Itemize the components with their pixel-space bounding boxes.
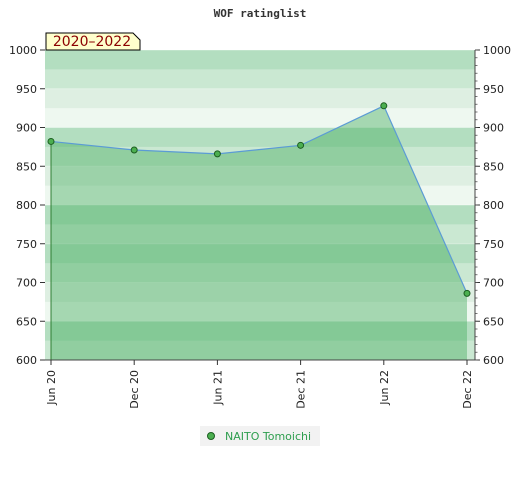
y-tick-label-right: 900 [483,122,504,135]
background-band [45,301,475,322]
date-range-badge: 2020–2022 [45,32,141,51]
series-area [50,104,468,360]
legend[interactable]: NAITO Tomoichi [200,426,320,446]
y-axis-left: 600 650 700 750 800 850 900 950 1000 [9,44,45,367]
background-band [45,224,475,245]
x-tick-label: Jun 21 [211,370,224,406]
background-band [45,108,475,128]
background-band [45,185,475,206]
chart-title: WOF ratinglist [214,7,307,20]
data-point [463,289,471,297]
y-tick-label-right: 750 [483,238,504,251]
background-band [45,88,475,109]
x-tick-label: Dec 20 [128,370,141,409]
data-point [380,102,388,110]
background-band [45,127,475,148]
background-band [45,146,475,167]
background-band [45,243,475,264]
data-point [47,137,55,145]
background-band [45,205,475,225]
y-tick-label-left: 750 [16,238,37,251]
y-tick-label-left: 600 [16,354,37,367]
y-tick-label-left: 650 [16,315,37,328]
x-tick-label: Jun 20 [45,370,58,406]
series-markers [47,102,471,297]
y-tick-label-left: 800 [16,199,37,212]
data-point [213,150,221,158]
data-point [130,146,138,154]
legend-box [200,426,320,446]
y-tick-label-right: 650 [483,315,504,328]
badge-box [45,32,141,51]
y-tick-label-right: 1000 [483,44,511,57]
background-band [45,340,475,361]
y-axis-right: 600 650 700 750 800 850 900 950 1000 [474,44,511,367]
y-tick-label-right: 700 [483,277,504,290]
x-tick-label: Dec 22 [461,370,474,409]
plot-background-bands [45,49,475,361]
background-band [45,282,475,303]
series-area-fill [51,105,467,360]
y-tick-label-right: 600 [483,354,504,367]
x-tick-label: Jun 22 [378,370,391,406]
badge-label: 2020–2022 [53,34,131,50]
y-tick-label-left: 950 [16,83,37,96]
data-point [297,141,305,149]
y-tick-label-right: 950 [483,83,504,96]
x-axis: Jun 20 Dec 20 Jun 21 Dec 21 Jun 22 Dec 22 [45,359,475,409]
legend-marker-icon [207,432,215,440]
background-band [45,263,475,283]
y-tick-label-right: 850 [483,160,504,173]
background-band [45,69,475,90]
x-tick-label: Dec 21 [295,370,308,409]
y-tick-label-left: 700 [16,277,37,290]
y-tick-label-left: 850 [16,160,37,173]
y-tick-label-left: 900 [16,122,37,135]
legend-entry-label: NAITO Tomoichi [225,430,311,443]
background-band [45,321,475,342]
y-tick-label-right: 800 [483,199,504,212]
background-band [45,166,475,187]
y-tick-label-left: 1000 [9,44,37,57]
background-band [45,50,475,70]
series-line [50,104,468,294]
